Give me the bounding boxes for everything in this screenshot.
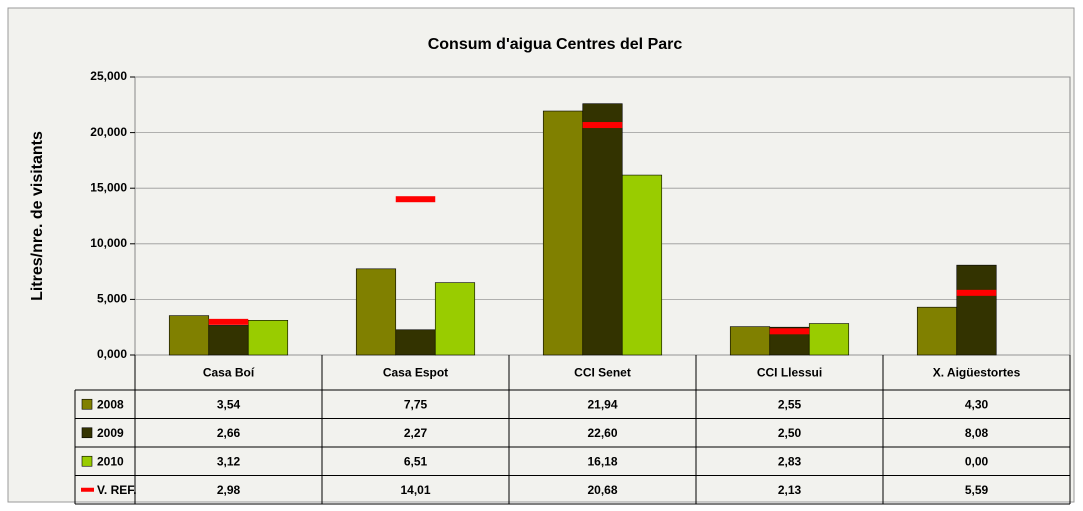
x-tick-label: CCI Llessui (757, 366, 822, 380)
bar (916, 306, 958, 356)
table-cell: 3,54 (217, 397, 241, 411)
table-cell: 2,55 (778, 397, 802, 411)
bar (208, 325, 249, 356)
legend-label: 2009 (97, 426, 124, 440)
table-cell: 16,18 (587, 454, 617, 468)
y-tick-label: 0,000 (97, 347, 127, 361)
reference-mark (582, 122, 623, 129)
y-tick-label: 15,000 (90, 180, 127, 194)
x-tick-label: Casa Espot (383, 366, 448, 380)
reference-mark (956, 289, 997, 296)
x-tick-label: X. Aigüestortes (933, 366, 1021, 380)
y-tick-label: 5,000 (97, 292, 127, 306)
x-tick-label: Casa Boí (203, 366, 255, 380)
bar (434, 282, 476, 356)
bar (395, 329, 436, 356)
table-cell: 14,01 (400, 483, 430, 497)
legend-label: 2008 (97, 397, 124, 411)
table-cell: 2,66 (217, 426, 241, 440)
table-cell: 6,51 (404, 454, 428, 468)
y-axis-title: Litres/nre. de visitants (29, 131, 46, 301)
bar (168, 315, 210, 356)
bar (542, 110, 584, 356)
legend-key (81, 487, 94, 492)
y-tick-label: 25,000 (90, 69, 127, 83)
reference-mark (395, 196, 436, 203)
bar (729, 326, 771, 356)
bar (808, 323, 850, 356)
bar (247, 320, 289, 356)
bar (621, 174, 663, 356)
bar (355, 268, 397, 356)
table-cell: 7,75 (404, 397, 428, 411)
y-tick-label: 10,000 (90, 236, 127, 250)
table-cell: 2,83 (778, 454, 802, 468)
table-cell: 2,98 (217, 483, 241, 497)
table-cell: 2,27 (404, 426, 428, 440)
legend-label: 2010 (97, 454, 124, 468)
y-tick-label: 20,000 (90, 125, 127, 139)
table-cell: 2,13 (778, 483, 802, 497)
legend-key (81, 455, 93, 467)
table-cell: 8,08 (965, 426, 989, 440)
legend-label: V. REF. (97, 483, 137, 497)
table-cell: 4,30 (965, 397, 989, 411)
table-cell: 2,50 (778, 426, 802, 440)
reference-mark (769, 328, 810, 335)
chart-title: Consum d'aigua Centres del Parc (428, 36, 683, 53)
table-cell: 22,60 (587, 426, 617, 440)
bar (582, 103, 623, 356)
table-cell: 3,12 (217, 454, 241, 468)
table-cell: 0,00 (965, 454, 989, 468)
table-cell: 20,68 (587, 483, 617, 497)
legend-key (81, 427, 93, 439)
bar (956, 264, 997, 356)
x-tick-label: CCI Senet (574, 366, 631, 380)
table-cell: 21,94 (587, 397, 617, 411)
table-cell: 5,59 (965, 483, 989, 497)
reference-mark (208, 318, 249, 325)
legend-key (81, 398, 93, 410)
